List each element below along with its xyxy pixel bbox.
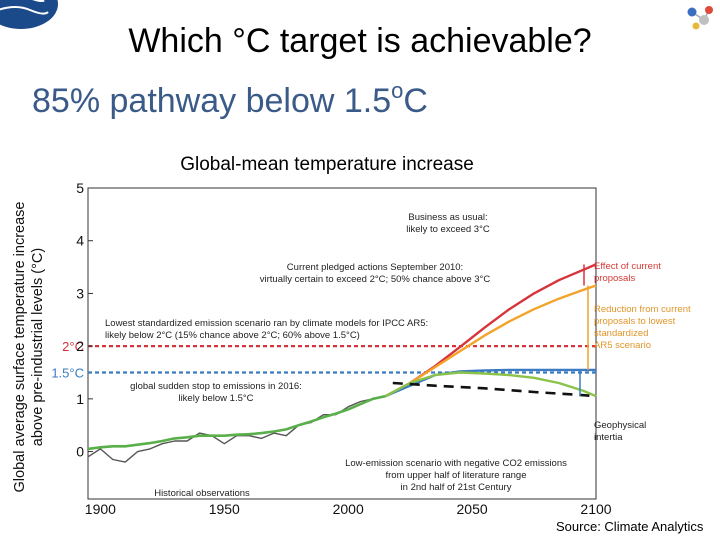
series-current-pledges (384, 284, 597, 398)
y-tick-label: 1 (76, 391, 84, 407)
x-tick-label: 2100 (580, 501, 611, 517)
chart-annotation: Reduction from current proposals to lowes… (594, 304, 691, 351)
slide-subtitle: 85% pathway below 1.5oC (32, 78, 428, 121)
source-credit: Source: Climate Analytics (556, 519, 704, 534)
x-tick-label: 1950 (209, 501, 240, 517)
chart-annotation: Effect of current proposals (594, 261, 661, 284)
x-tick-label: 2000 (333, 501, 364, 517)
plot-area (87, 187, 597, 500)
molecule-icon (687, 6, 713, 30)
subtitle-degree-superscript: o (391, 78, 404, 103)
chart-title: Global-mean temperature increase (180, 154, 474, 175)
series-low-emission-ar5 (384, 368, 596, 398)
x-tick-label: 1900 (85, 501, 116, 517)
series-sudden-stop-2016 (384, 371, 597, 398)
subtitle-unit: C (403, 82, 428, 120)
y-tick-label: 2 (76, 338, 84, 354)
organization-logo-icon (0, 0, 58, 29)
chart-annotation: Current pledged actions September 2010: v… (260, 262, 491, 285)
y-tick-label: 0 (76, 444, 84, 460)
series-geophysical-inertia (392, 381, 597, 398)
y-axis-label: Global average surface temperature incre… (12, 202, 46, 493)
y-tick-label: 4 (76, 233, 84, 249)
chart-annotation: Geophysical intertia (594, 420, 646, 443)
chart-annotation: Business as usual: likely to exceed 3°C (406, 212, 490, 235)
chart-annotation: global sudden stop to emissions in 2016:… (130, 381, 302, 404)
y-axis-label-text: Global average surface temperature incre… (12, 202, 28, 493)
chart-annotation: Historical observations (154, 488, 250, 499)
reference-line-label: 1.5°C (51, 365, 84, 380)
subtitle-main: 85% pathway below 1.5 (32, 82, 392, 120)
series-model-historical (87, 394, 386, 451)
y-tick-label: 5 (76, 180, 84, 196)
slide-title: Which °C target is achievable? (128, 22, 592, 60)
y-axis-label-text-2: above pre-industrial levels (°C) (30, 248, 46, 446)
reference-line-label: 2°C (62, 339, 84, 354)
chart-annotation: Low-emission scenario with negative CO2 … (345, 458, 567, 493)
y-tick-label: 3 (76, 285, 84, 301)
chart-annotation: Lowest standardized emission scenario ra… (105, 318, 428, 341)
x-tick-label: 2050 (457, 501, 488, 517)
